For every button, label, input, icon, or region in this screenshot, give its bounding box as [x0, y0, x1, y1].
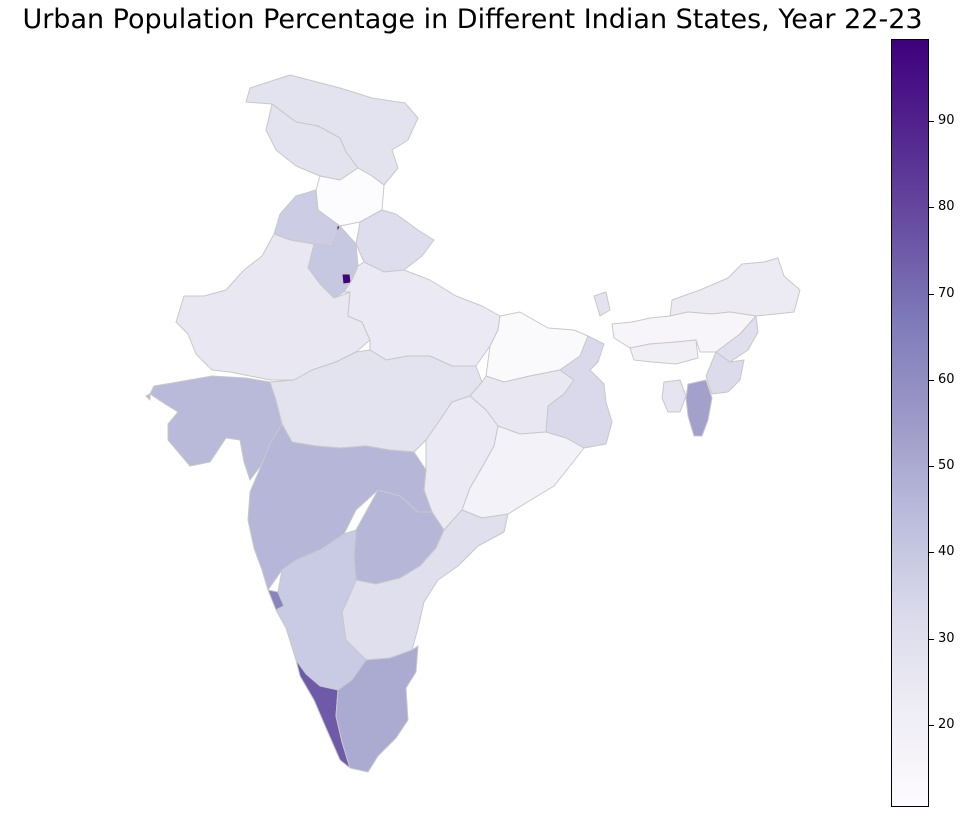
colorbar — [891, 39, 929, 807]
region-odisha[interactable] — [461, 425, 585, 519]
colorbar-tick-label: 20 — [938, 717, 955, 733]
india-map — [145, 74, 801, 773]
region-mizoram[interactable] — [685, 379, 713, 437]
colorbar-tick-label: 60 — [938, 371, 955, 387]
region-tamil-nadu[interactable] — [335, 645, 419, 773]
region-gujarat[interactable] — [149, 375, 283, 481]
region-arunachal-pradesh[interactable] — [669, 257, 801, 317]
colorbar-tick-mark — [929, 638, 934, 640]
region-meghalaya[interactable] — [629, 339, 699, 365]
region-sikkim[interactable] — [593, 291, 611, 317]
region-uttarakhand[interactable] — [355, 209, 435, 273]
colorbar-tick-mark — [929, 120, 934, 122]
colorbar-tick-mark — [929, 725, 934, 727]
colorbar-tick-label: 30 — [938, 630, 955, 646]
region-delhi[interactable] — [341, 273, 352, 285]
colorbar-tick-mark — [929, 466, 934, 468]
colorbar-tick-label: 40 — [938, 544, 955, 560]
region-tripura[interactable] — [661, 379, 687, 413]
region-gujarat-islet — [145, 393, 151, 401]
colorbar-tick-mark — [929, 379, 934, 381]
colorbar-tick-mark — [929, 552, 934, 554]
region-maharashtra[interactable] — [247, 423, 433, 591]
colorbar-tick-label: 90 — [938, 112, 955, 128]
colorbar-tick-mark — [929, 293, 934, 295]
colorbar-axis: 20 30 40 50 60 70 80 90 — [929, 39, 967, 807]
colorbar-tick-label: 80 — [938, 199, 955, 215]
region-manipur[interactable] — [705, 351, 745, 395]
map-title: Urban Population Percentage in Different… — [22, 4, 923, 35]
colorbar-tick-label: 50 — [938, 458, 955, 474]
colorbar-tick-mark — [929, 207, 934, 209]
colorbar-tick-label: 70 — [938, 285, 955, 301]
